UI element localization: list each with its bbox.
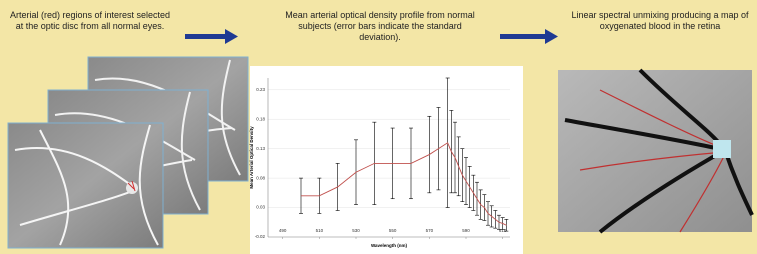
- chart: -0.02 0.03 0.08 0.13 0.18 0.23 490 510 530 550 570…: [249, 66, 523, 254]
- figure: Arterial (red) regions of interest selec…: [0, 0, 757, 254]
- x-tick-label: 530: [352, 228, 360, 233]
- x-tick-label: 510: [316, 228, 324, 233]
- x-tick-label: 550: [389, 228, 397, 233]
- fundus-stack: [8, 57, 248, 248]
- y-tick-label: 0.23: [256, 87, 265, 92]
- canvas: -0.02 0.03 0.08 0.13 0.18 0.23 490 510 530 550 570…: [0, 0, 757, 254]
- oxygen-map: [558, 70, 752, 232]
- y-tick-label: 0.18: [256, 116, 265, 121]
- arrow: [185, 29, 558, 44]
- y-tick-label: 0.03: [256, 205, 265, 210]
- y-tick-label: -0.02: [255, 234, 266, 239]
- x-axis-label: Wavelength (nm): [371, 243, 408, 248]
- chart-background: [250, 66, 523, 254]
- y-tick-label: 0.08: [256, 175, 265, 180]
- y-tick-label: 0.13: [256, 146, 265, 151]
- x-tick-label: 590: [462, 228, 470, 233]
- x-tick-label: 570: [426, 228, 434, 233]
- y-axis-label: Mean Arterial Optical Density: [249, 126, 254, 189]
- x-tick-label: 490: [279, 228, 287, 233]
